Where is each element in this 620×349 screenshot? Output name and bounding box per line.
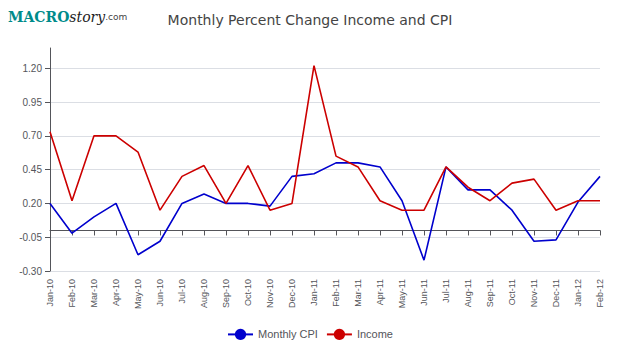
svg-text:story: story — [69, 9, 106, 25]
svg-text:Feb-10: Feb-10 — [67, 279, 77, 308]
svg-text:Mar-11: Mar-11 — [353, 279, 363, 307]
svg-text:May-11: May-11 — [397, 279, 407, 308]
svg-text:Dec-10: Dec-10 — [287, 279, 297, 308]
svg-text:Monthly CPI: Monthly CPI — [258, 328, 318, 340]
svg-text:Jun-10: Jun-10 — [155, 279, 165, 307]
svg-text:Jul-10: Jul-10 — [177, 279, 187, 304]
svg-text:Income: Income — [357, 328, 393, 340]
svg-text:Feb-11: Feb-11 — [331, 279, 341, 307]
svg-text:Apr-10: Apr-10 — [111, 279, 121, 306]
svg-text:Jan-11: Jan-11 — [309, 279, 319, 306]
svg-text:.com: .com — [105, 12, 127, 22]
svg-text:Oct-10: Oct-10 — [243, 279, 253, 306]
svg-text:0.45: 0.45 — [23, 164, 43, 175]
svg-text:Apr-11: Apr-11 — [375, 279, 385, 305]
svg-text:Nov-10: Nov-10 — [265, 279, 275, 308]
svg-text:0.70: 0.70 — [23, 130, 43, 141]
svg-text:Monthly Percent Change Income: Monthly Percent Change Income and CPI — [168, 12, 453, 28]
svg-text:Jun-11: Jun-11 — [419, 279, 429, 306]
svg-text:-0.30: -0.30 — [19, 266, 42, 277]
svg-text:Sep-10: Sep-10 — [221, 279, 231, 308]
svg-text:Mar-10: Mar-10 — [89, 279, 99, 308]
svg-text:0.20: 0.20 — [23, 198, 43, 209]
svg-text:Nov-11: Nov-11 — [529, 279, 539, 307]
svg-text:Jan-12: Jan-12 — [573, 279, 583, 307]
svg-text:May-10: May-10 — [133, 279, 143, 309]
svg-text:Jan-10: Jan-10 — [45, 279, 55, 307]
svg-text:-0.05: -0.05 — [19, 232, 42, 243]
svg-text:Dec-11: Dec-11 — [551, 279, 561, 307]
svg-text:Jul-11: Jul-11 — [441, 279, 451, 303]
svg-text:0.95: 0.95 — [23, 97, 43, 108]
svg-text:MACRO: MACRO — [8, 9, 69, 25]
svg-text:Feb-12: Feb-12 — [595, 279, 605, 308]
svg-text:Sep-11: Sep-11 — [485, 279, 495, 307]
svg-text:1.20: 1.20 — [23, 63, 43, 74]
svg-text:Oct-11: Oct-11 — [507, 279, 517, 305]
svg-text:Aug-10: Aug-10 — [199, 279, 209, 308]
svg-text:Aug-11: Aug-11 — [463, 279, 473, 307]
